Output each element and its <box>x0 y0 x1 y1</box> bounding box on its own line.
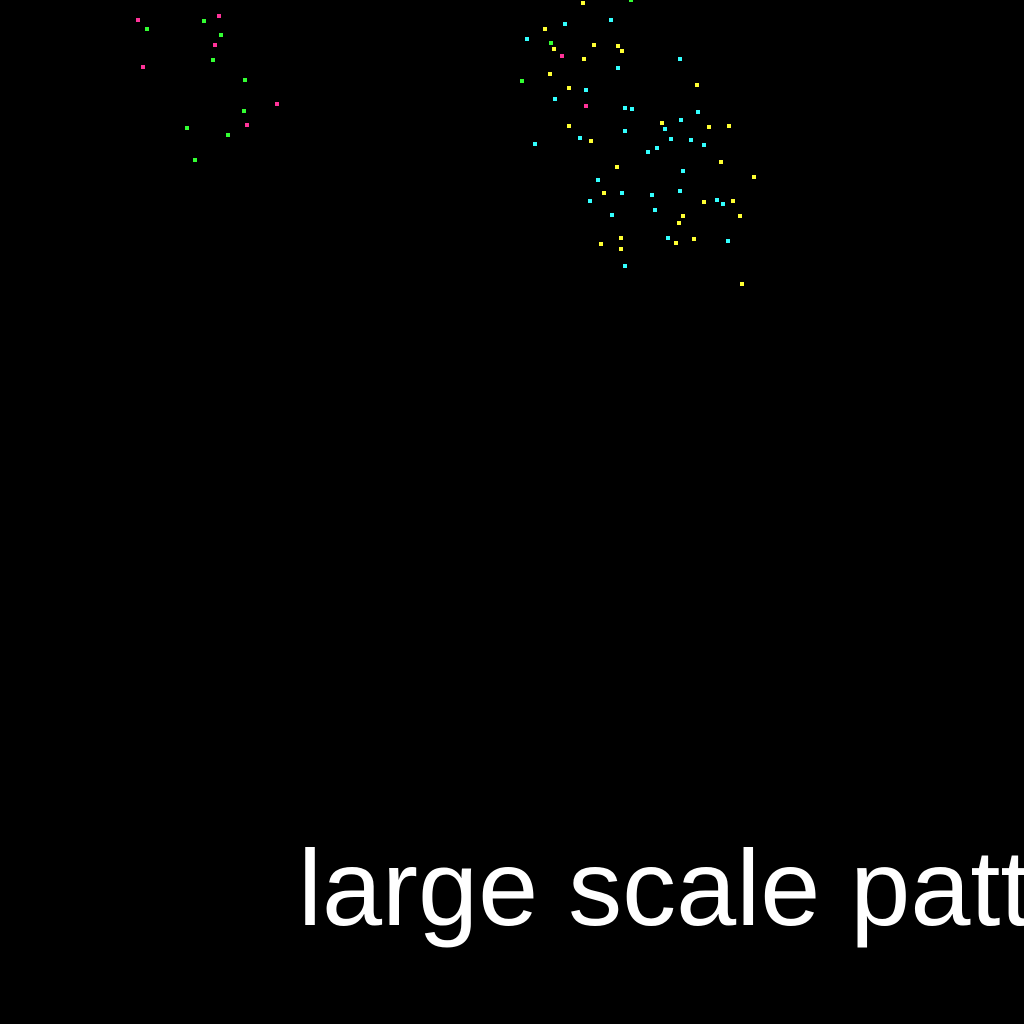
dot-cyan <box>563 22 567 26</box>
dot-yellow <box>731 199 735 203</box>
dot-cyan <box>553 97 557 101</box>
dot-cyan <box>596 178 600 182</box>
dot-cyan <box>696 110 700 114</box>
dot-magenta <box>141 65 145 69</box>
dot-green <box>145 27 149 31</box>
dot-yellow <box>752 175 756 179</box>
dot-yellow <box>599 242 603 246</box>
dot-green <box>242 109 246 113</box>
dot-green <box>202 19 206 23</box>
dot-cyan <box>620 191 624 195</box>
dot-cyan <box>679 118 683 122</box>
dot-cyan <box>525 37 529 41</box>
dot-yellow <box>581 1 585 5</box>
caption-text: large scale patt <box>298 827 1024 948</box>
dot-cyan <box>588 199 592 203</box>
dot-magenta <box>584 104 588 108</box>
dot-yellow <box>619 236 623 240</box>
dot-yellow <box>702 200 706 204</box>
dot-magenta <box>245 123 249 127</box>
dot-cyan <box>669 137 673 141</box>
dot-magenta <box>275 102 279 106</box>
dot-cyan <box>689 138 693 142</box>
dot-cyan <box>609 18 613 22</box>
dot-cyan <box>610 213 614 217</box>
dot-cyan <box>678 57 682 61</box>
dot-cyan <box>653 208 657 212</box>
dot-cyan <box>584 88 588 92</box>
dot-cyan <box>655 146 659 150</box>
dot-green <box>226 133 230 137</box>
dot-yellow <box>695 83 699 87</box>
dot-cyan <box>681 169 685 173</box>
dot-cyan <box>578 136 582 140</box>
dot-yellow <box>543 27 547 31</box>
dot-yellow <box>692 237 696 241</box>
dot-yellow <box>660 121 664 125</box>
dot-green <box>193 158 197 162</box>
dot-magenta <box>136 18 140 22</box>
dot-yellow <box>552 47 556 51</box>
dot-cyan <box>650 193 654 197</box>
dot-cyan <box>616 66 620 70</box>
dot-green <box>629 0 633 2</box>
dot-yellow <box>589 139 593 143</box>
dot-magenta <box>213 43 217 47</box>
dot-cyan <box>702 143 706 147</box>
dot-green <box>185 126 189 130</box>
dot-cyan <box>715 198 719 202</box>
dot-cyan <box>623 129 627 133</box>
dot-cyan <box>623 264 627 268</box>
dot-yellow <box>602 191 606 195</box>
dot-cyan <box>646 150 650 154</box>
dot-yellow <box>619 247 623 251</box>
dot-green <box>520 79 524 83</box>
dot-magenta <box>560 54 564 58</box>
dot-yellow <box>582 57 586 61</box>
dot-green <box>549 41 553 45</box>
dot-yellow <box>738 214 742 218</box>
dot-cyan <box>726 239 730 243</box>
dot-yellow <box>719 160 723 164</box>
dot-green <box>211 58 215 62</box>
dot-yellow <box>740 282 744 286</box>
dot-yellow <box>674 241 678 245</box>
dot-yellow <box>681 214 685 218</box>
dot-cyan <box>630 107 634 111</box>
dot-yellow <box>592 43 596 47</box>
dot-green <box>243 78 247 82</box>
dot-cyan <box>663 127 667 131</box>
dot-yellow <box>548 72 552 76</box>
dot-yellow <box>616 44 620 48</box>
dot-yellow <box>707 125 711 129</box>
dot-cyan <box>666 236 670 240</box>
dot-cyan <box>678 189 682 193</box>
dot-cyan <box>623 106 627 110</box>
dot-yellow <box>727 124 731 128</box>
dot-yellow <box>677 221 681 225</box>
dot-yellow <box>620 49 624 53</box>
dot-green <box>219 33 223 37</box>
dot-yellow <box>615 165 619 169</box>
dot-magenta <box>217 14 221 18</box>
dot-cyan <box>533 142 537 146</box>
dot-yellow <box>567 86 571 90</box>
dot-cyan <box>721 202 725 206</box>
dot-yellow <box>567 124 571 128</box>
